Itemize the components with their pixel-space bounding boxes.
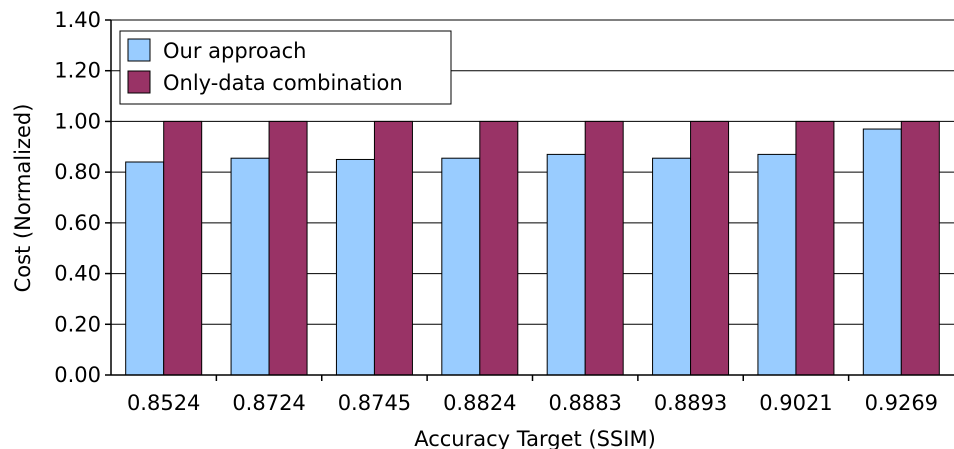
x-tick-label: 0.8824 xyxy=(443,391,516,415)
x-tick-label: 0.9021 xyxy=(759,391,832,415)
y-tick-label: 0.80 xyxy=(54,160,101,184)
bar-our-approach xyxy=(652,157,692,376)
bar-our-approach xyxy=(546,153,586,376)
x-axis-title: Accuracy Target (SSIM) xyxy=(414,427,656,449)
bar-only-data-combination xyxy=(795,120,835,376)
bar-our-approach xyxy=(125,161,165,376)
y-tick-label: 1.00 xyxy=(54,109,101,133)
bar-our-approach xyxy=(335,158,375,376)
bar-our-approach xyxy=(230,157,270,376)
x-tick-label: 0.8724 xyxy=(232,391,305,415)
y-tick-label: 0.40 xyxy=(54,262,101,286)
bar-only-data-combination xyxy=(479,120,519,376)
y-axis-ticks: 0.00 0.20 0.40 0.60 0.80 1.00 1.20 1.40 xyxy=(54,8,111,387)
bar-only-data-combination xyxy=(690,120,730,376)
x-tick-label: 0.8745 xyxy=(338,391,411,415)
legend-label-our-approach: Our approach xyxy=(163,39,306,63)
bars xyxy=(125,120,940,376)
y-tick-label: 0.60 xyxy=(54,211,101,235)
y-tick-label: 0.20 xyxy=(54,312,101,336)
bar-our-approach xyxy=(441,157,481,376)
bar-only-data-combination xyxy=(163,120,203,376)
bar-our-approach xyxy=(757,153,797,376)
x-tick-label: 0.9269 xyxy=(865,391,938,415)
x-tick-label: 0.8893 xyxy=(654,391,727,415)
bar-our-approach xyxy=(862,128,902,376)
bar-only-data-combination xyxy=(268,120,308,376)
x-axis-ticks: 0.8524 0.8724 0.8745 0.8824 0.8883 0.8893 0.90… xyxy=(127,375,938,415)
legend-label-only-data-combination: Only-data combination xyxy=(163,71,403,95)
legend: Our approach Only-data combination xyxy=(119,30,452,105)
bar-only-data-combination xyxy=(584,120,624,376)
y-tick-label: 1.40 xyxy=(54,8,101,32)
legend-swatch-only-data-combination xyxy=(127,70,151,94)
x-tick-label: 0.8883 xyxy=(548,391,621,415)
bar-only-data-combination xyxy=(373,120,413,376)
x-tick-label: 0.8524 xyxy=(127,391,200,415)
y-axis-title: Cost (Normalized) xyxy=(11,104,35,293)
bar-only-data-combination xyxy=(900,120,940,376)
y-tick-label: 0.00 xyxy=(54,363,101,387)
y-tick-label: 1.20 xyxy=(54,59,101,83)
legend-swatch-our-approach xyxy=(127,38,151,62)
